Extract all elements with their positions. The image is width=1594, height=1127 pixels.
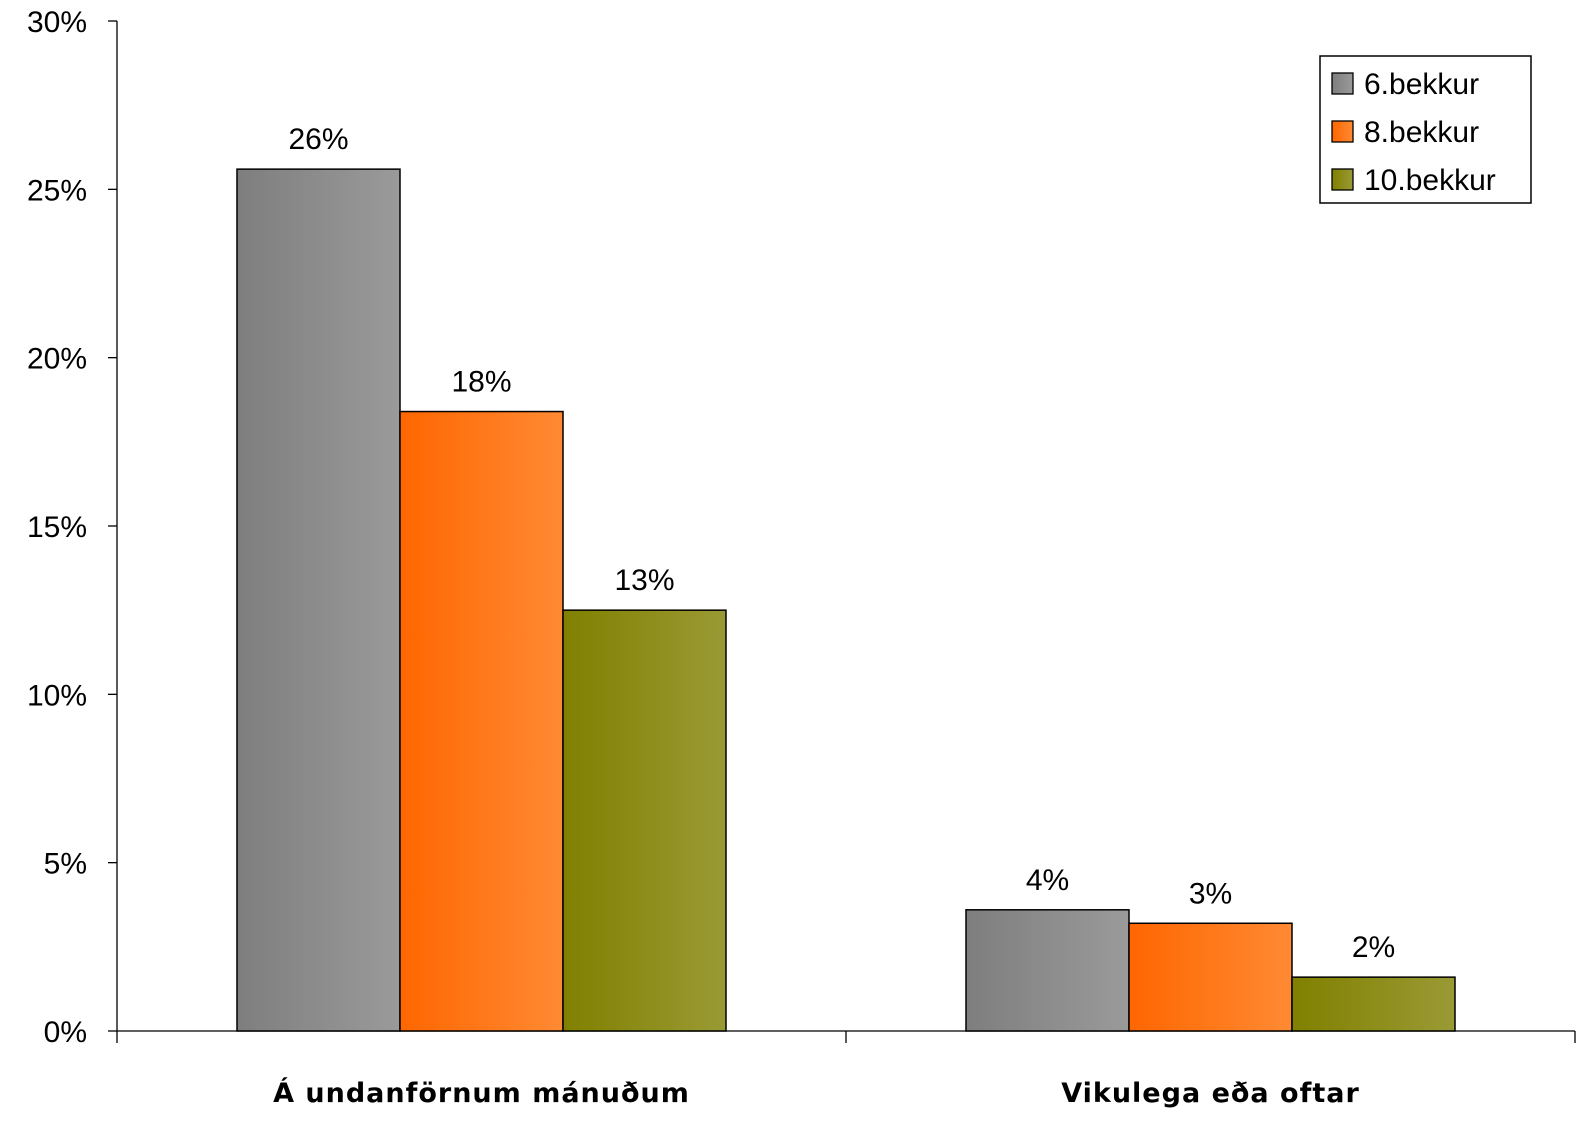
- legend-label: 6.bekkur: [1364, 68, 1479, 101]
- data-label: 2%: [1352, 931, 1395, 964]
- y-tick-label: 0%: [44, 1016, 87, 1049]
- data-labels: 26% 18% 13% 4% 3% 2%: [288, 123, 1395, 964]
- bars: [236, 168, 1456, 1032]
- legend-swatch: [1331, 120, 1354, 143]
- y-tick-label: 30%: [27, 6, 87, 39]
- bar: [562, 609, 727, 1032]
- x-category-label: Vikulega eða oftar: [1061, 1078, 1360, 1109]
- data-label: 3%: [1189, 877, 1232, 910]
- legend-swatch: [1331, 72, 1354, 95]
- legend-box: [1319, 55, 1532, 204]
- y-tick-label: 10%: [27, 679, 87, 712]
- legend-label: 10.bekkur: [1364, 164, 1496, 197]
- bar: [965, 909, 1130, 1032]
- legend-swatch: [1331, 168, 1354, 191]
- data-label: 26%: [288, 123, 348, 156]
- bar: [399, 410, 564, 1032]
- category-labels: Á undanförnum mánuðum Vikulega eða oftar: [273, 1077, 1360, 1109]
- bar: [236, 168, 401, 1032]
- data-label: 4%: [1026, 864, 1069, 897]
- legend: 6.bekkur 8.bekkur 10.bekkur: [1319, 55, 1532, 204]
- y-tick-label: 25%: [27, 174, 87, 207]
- axes: 0% 5% 10% 15% 20% 25% 30%: [27, 6, 1576, 1049]
- x-category-label: Á undanförnum mánuðum: [273, 1077, 690, 1109]
- y-tick-label: 5%: [44, 848, 87, 881]
- legend-label: 8.bekkur: [1364, 116, 1479, 149]
- bar: [1291, 976, 1456, 1032]
- data-label: 18%: [451, 366, 511, 399]
- y-tick-label: 15%: [27, 511, 87, 544]
- y-tick-label: 20%: [27, 343, 87, 376]
- data-label: 13%: [614, 564, 674, 597]
- bar: [1128, 922, 1293, 1032]
